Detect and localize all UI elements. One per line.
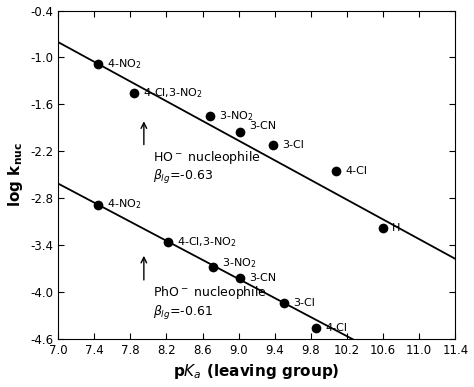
Text: 4-NO$_2$: 4-NO$_2$ <box>107 198 141 211</box>
Text: 4-Cl,3-NO$_2$: 4-Cl,3-NO$_2$ <box>143 86 203 99</box>
Text: PhO$^-$ nucleophile
$\beta_{lg}$=-0.61: PhO$^-$ nucleophile $\beta_{lg}$=-0.61 <box>153 284 267 322</box>
Text: HO$^-$ nucleophile
$\beta_{lg}$=-0.63: HO$^-$ nucleophile $\beta_{lg}$=-0.63 <box>153 149 261 187</box>
Text: 4-NO$_2$: 4-NO$_2$ <box>107 57 141 71</box>
Text: 3-Cl: 3-Cl <box>293 298 315 308</box>
Text: 3-CN: 3-CN <box>249 121 277 131</box>
X-axis label: p$\mathit{K}_a$ (leaving group): p$\mathit{K}_a$ (leaving group) <box>173 363 340 382</box>
Text: 3-CN: 3-CN <box>249 273 277 283</box>
Text: 3-NO$_2$: 3-NO$_2$ <box>222 256 257 270</box>
Y-axis label: log k$_\mathregular{nuc}$: log k$_\mathregular{nuc}$ <box>6 142 25 207</box>
Text: 4-Cl: 4-Cl <box>345 166 367 176</box>
Text: 4-Cl,3-NO$_2$: 4-Cl,3-NO$_2$ <box>177 235 237 249</box>
Text: 4-Cl: 4-Cl <box>325 323 347 333</box>
Text: 3-NO$_2$: 3-NO$_2$ <box>219 109 253 123</box>
Text: H: H <box>392 223 401 233</box>
Text: 3-Cl: 3-Cl <box>282 140 304 150</box>
